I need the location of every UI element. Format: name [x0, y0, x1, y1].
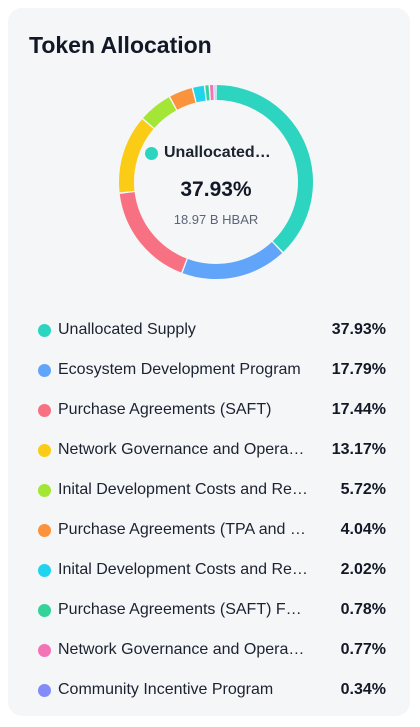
legend-dot-icon: [38, 443, 51, 457]
legend-label: Network Governance and Operations: [58, 641, 308, 658]
legend-value: 2.02%: [340, 561, 386, 578]
legend-label: Unallocated Supply: [58, 321, 196, 338]
legend-dot-icon: [38, 323, 51, 337]
legend-dot-icon: [38, 363, 51, 377]
donut-slice[interactable]: [214, 85, 216, 101]
legend-value: 17.79%: [331, 361, 386, 378]
legend-item[interactable]: Inital Development Costs and Reserves 2.0…: [38, 550, 390, 590]
legend-list: Unallocated Supply 37.93% Ecosystem Develo…: [38, 310, 390, 710]
legend-value: 13.17%: [331, 441, 386, 458]
donut-slice[interactable]: [210, 85, 214, 101]
legend-item[interactable]: Network Governance and Operations 0.77%: [38, 630, 390, 670]
legend-dot-icon: [38, 563, 51, 577]
donut-slice[interactable]: [170, 88, 196, 110]
legend-value: 17.44%: [331, 401, 386, 418]
legend-dot-icon: [38, 603, 51, 617]
legend-item[interactable]: Unallocated Supply 37.93%: [38, 310, 390, 350]
legend-item[interactable]: Purchase Agreements (SAFT) Founders 0.78%: [38, 590, 390, 630]
center-series-dot-icon: [145, 146, 158, 160]
donut-slice[interactable]: [119, 192, 187, 273]
donut-slice[interactable]: [216, 85, 313, 252]
legend-item[interactable]: Purchase Agreements (TPA and others) 4.04…: [38, 510, 390, 550]
donut-slice[interactable]: [182, 241, 283, 279]
legend-item[interactable]: Inital Development Costs and Reserves 5.7…: [38, 470, 390, 510]
legend-dot-icon: [38, 643, 51, 657]
legend-value: 0.77%: [340, 641, 386, 658]
legend-value: 0.34%: [340, 681, 386, 698]
legend-item[interactable]: Community Incentive Program 0.34%: [38, 670, 390, 710]
legend-label: Purchase Agreements (SAFT) Founders: [58, 601, 308, 618]
legend-label: Community Incentive Program: [58, 681, 274, 698]
donut-slice[interactable]: [205, 85, 210, 101]
legend-dot-icon: [38, 403, 51, 417]
legend-item[interactable]: Network Governance and Operations 13.17%: [38, 430, 390, 470]
legend-label: Network Governance and Operations: [58, 441, 308, 458]
legend-item[interactable]: Ecosystem Development Program 17.79%: [38, 350, 390, 390]
donut-chart-svg: [119, 85, 313, 279]
legend-value: 0.78%: [340, 601, 386, 618]
donut-slice[interactable]: [193, 85, 206, 103]
donut-slice[interactable]: [119, 119, 154, 193]
legend-label: Purchase Agreements (SAFT): [58, 401, 272, 418]
legend-value: 4.04%: [340, 521, 386, 538]
legend-item[interactable]: Purchase Agreements (SAFT) 17.44%: [38, 390, 390, 430]
legend-value: 37.93%: [331, 321, 386, 338]
center-series-name: Unallocated Supply: [164, 144, 275, 161]
donut-slice[interactable]: [143, 97, 177, 128]
card-title: Token Allocation: [29, 32, 212, 58]
center-series-percent: 37.93%: [180, 178, 252, 201]
legend-label: Purchase Agreements (TPA and others): [58, 521, 308, 538]
center-series-amount: 18.97 B HBAR: [173, 212, 259, 227]
legend-dot-icon: [38, 683, 51, 697]
legend-label: Ecosystem Development Program: [58, 361, 301, 378]
center-series-label: Unallocated Supply: [145, 144, 275, 162]
legend-label: Inital Development Costs and Reserves: [58, 481, 308, 498]
legend-value: 5.72%: [340, 481, 386, 498]
legend-label: Inital Development Costs and Reserves: [58, 561, 308, 578]
legend-dot-icon: [38, 483, 51, 497]
legend-dot-icon: [38, 523, 51, 537]
donut-chart[interactable]: Unallocated Supply 37.93% 18.97 B HBAR: [118, 84, 314, 280]
token-allocation-card: Token Allocation Unallocated Supply 37.9…: [8, 8, 410, 716]
